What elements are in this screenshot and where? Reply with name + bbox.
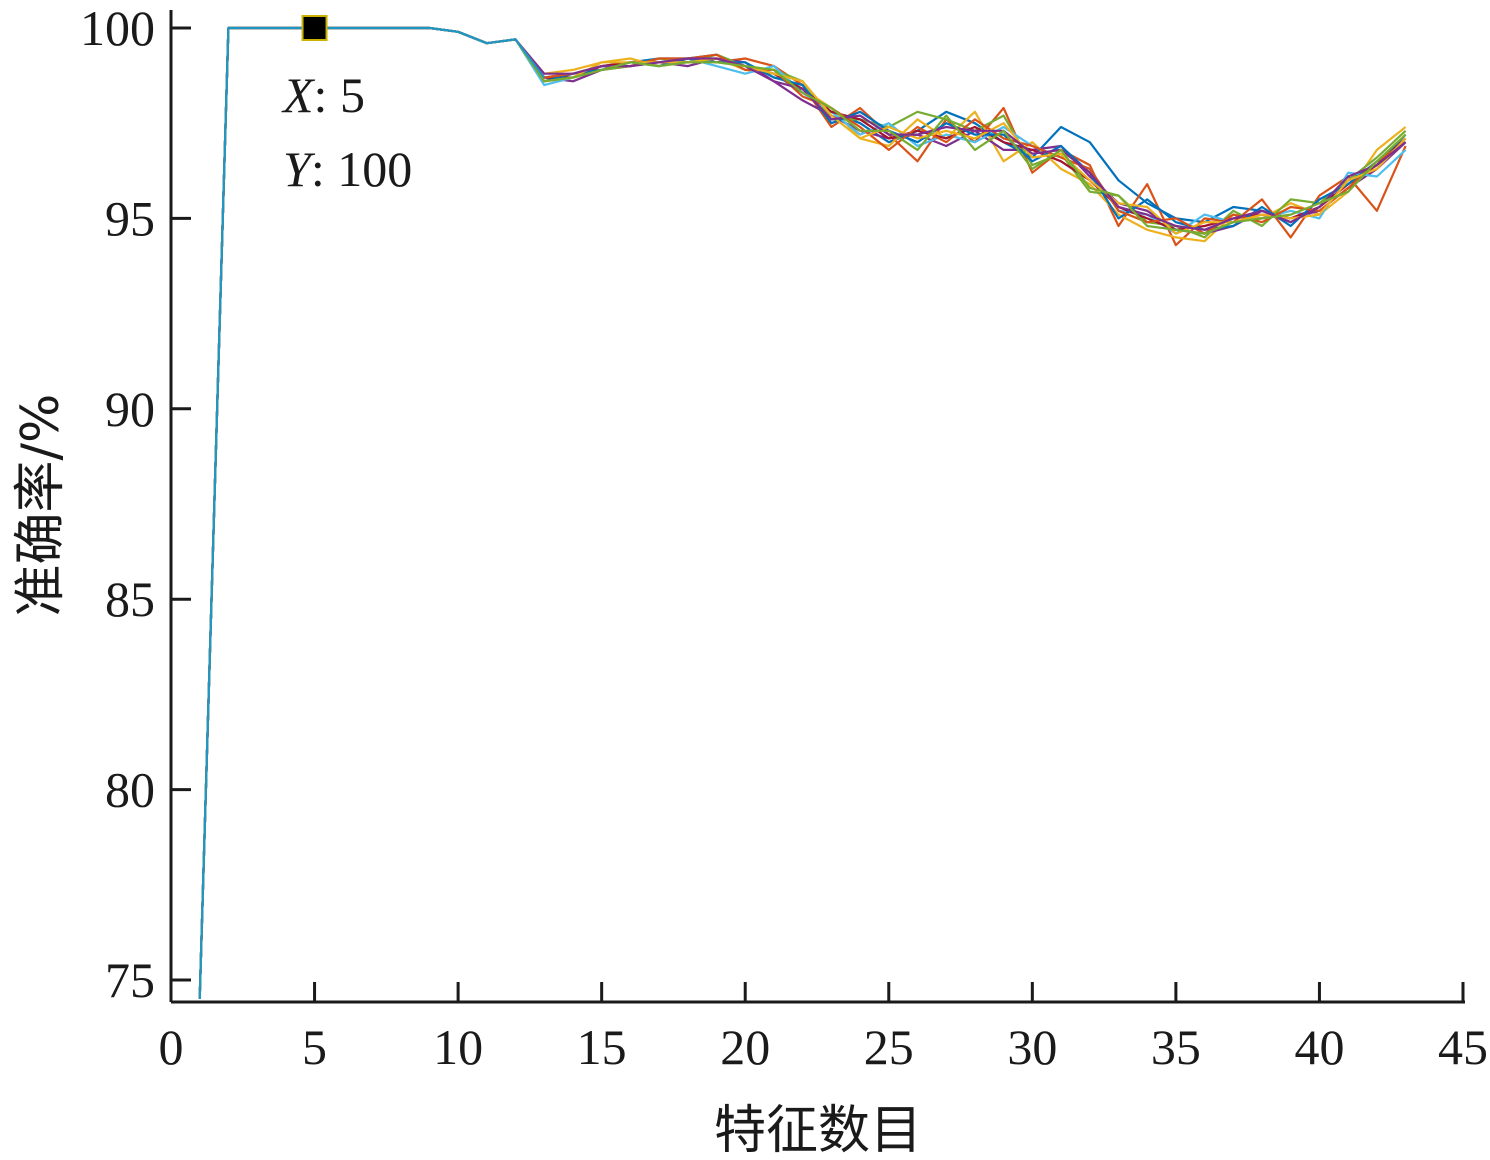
y-tick-label-85: 85 xyxy=(105,571,155,627)
x-tick-label-45: 45 xyxy=(1438,1019,1488,1075)
y-tick-label-90: 90 xyxy=(105,381,155,437)
data-tip-marker[interactable] xyxy=(301,15,328,41)
x-tick-label-40: 40 xyxy=(1294,1019,1344,1075)
data-tip-y-value: : 100 xyxy=(311,141,412,197)
x-tick-label-20: 20 xyxy=(720,1019,770,1075)
series-common-prefix-line xyxy=(198,26,546,1000)
data-tip[interactable]: X: 5 Y: 100 xyxy=(281,15,412,197)
y-tick-label-100: 100 xyxy=(80,0,155,56)
x-tick-label-10: 10 xyxy=(433,1019,483,1075)
y-axis-title: 准确率/% xyxy=(11,394,71,617)
data-tip-x-key: X xyxy=(281,67,316,123)
x-tick-label-35: 35 xyxy=(1151,1019,1201,1075)
x-axis-title: 特征数目 xyxy=(714,1101,922,1160)
x-tick-label-15: 15 xyxy=(577,1019,627,1075)
data-tip-x-value: : 5 xyxy=(314,67,365,123)
data-tip-y-line: Y: 100 xyxy=(283,141,412,197)
x-tick-label-0: 0 xyxy=(159,1019,184,1075)
x-tick-label-5: 5 xyxy=(302,1019,327,1075)
series-layer xyxy=(198,26,1407,1000)
axes xyxy=(169,10,1465,1004)
ticks: 0 5 10 15 20 25 30 35 40 45 75 80 85 90 95 100 xyxy=(80,0,1488,1075)
x-tick-label-25: 25 xyxy=(864,1019,914,1075)
data-tip-x-line: X: 5 xyxy=(281,67,365,123)
y-tick-label-80: 80 xyxy=(105,762,155,818)
x-tick-label-30: 30 xyxy=(1007,1019,1057,1075)
y-tick-label-75: 75 xyxy=(105,952,155,1008)
data-tip-y-key: Y xyxy=(283,141,316,197)
y-tick-label-95: 95 xyxy=(105,190,155,246)
